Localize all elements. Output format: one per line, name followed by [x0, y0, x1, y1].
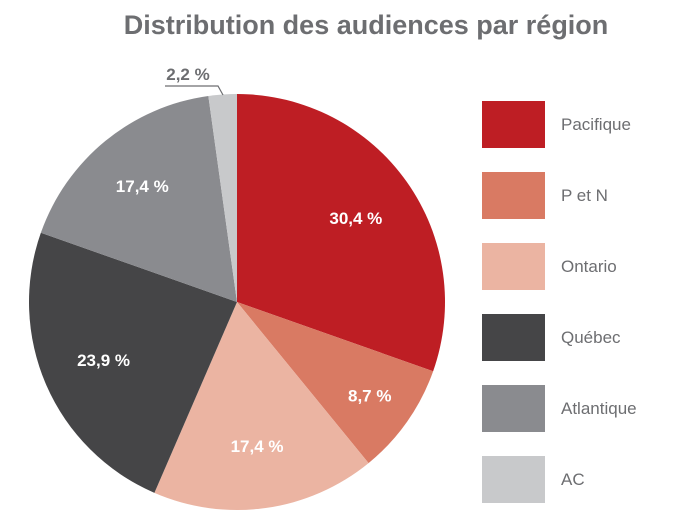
legend-item: Atlantique	[482, 385, 637, 432]
pie-slice-4	[40, 95, 237, 302]
data-label: 23,9 %	[77, 351, 130, 370]
legend-label: P et N	[561, 185, 608, 205]
legend-item: Pacifique	[482, 101, 631, 148]
legend-label: Atlantique	[561, 398, 637, 418]
pie-slice-1	[237, 302, 434, 464]
data-label: 30,4 %	[329, 209, 382, 228]
legend-swatch	[482, 456, 545, 503]
data-label: 8,7 %	[348, 386, 391, 405]
pie-slice-0	[237, 94, 446, 372]
legend-item: Québec	[482, 314, 621, 361]
chart-title: Distribution des audiences par région	[123, 10, 609, 40]
legend-swatch	[482, 243, 545, 290]
legend-swatch	[482, 314, 545, 361]
leader-line	[165, 85, 224, 96]
legend-item: Ontario	[482, 243, 617, 290]
pie-slice-3	[28, 232, 237, 493]
legend-label: Québec	[561, 327, 621, 347]
legend-label: Pacifique	[561, 114, 631, 134]
legend-swatch	[482, 385, 545, 432]
data-label: 17,4 %	[231, 437, 284, 456]
legend-label: AC	[561, 469, 585, 489]
legend-item: AC	[482, 456, 585, 503]
legend-swatch	[482, 172, 545, 219]
data-label: 2,2 %	[166, 65, 209, 84]
pie-slice-5	[208, 94, 237, 302]
legend-item: P et N	[482, 172, 608, 219]
pie-slice-2	[154, 302, 369, 510]
data-label: 17,4 %	[116, 177, 169, 196]
legend-swatch	[482, 101, 545, 148]
legend-label: Ontario	[561, 256, 617, 276]
